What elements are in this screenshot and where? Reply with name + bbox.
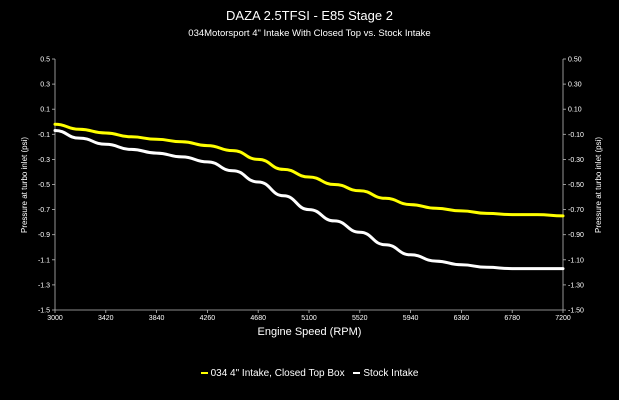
y-tick-label-right: -1.10	[568, 257, 584, 264]
x-tick-label: 3840	[149, 315, 165, 322]
y-tick-label-right: -0.30	[568, 157, 584, 164]
x-tick-label: 4680	[250, 315, 266, 322]
x-tick-label: 5100	[301, 315, 317, 322]
x-tick-label: 5520	[352, 315, 368, 322]
y-tick-label-right: 0.10	[568, 107, 582, 114]
x-tick-label: 3000	[47, 315, 63, 322]
y-tick-label-left: -0.5	[38, 182, 50, 189]
y-axis-left-label: Pressure at turbo inlet (psi)	[20, 137, 29, 233]
y-tick-label-right: -0.70	[568, 207, 584, 214]
y-tick-label-left: -1.3	[38, 282, 50, 289]
y-tick-label-left: 0.5	[40, 57, 50, 64]
y-tick-label-left: 0.1	[40, 107, 50, 114]
legend-label-stock-intake: Stock Intake	[363, 368, 419, 379]
y-tick-label-left: -0.7	[38, 207, 50, 214]
legend-swatch-stock-intake	[353, 372, 361, 375]
series-line-034-intake	[53, 122, 565, 218]
x-tick-label: 3420	[98, 315, 114, 322]
series-line-stock-intake	[53, 129, 565, 271]
y-tick-label-right: -0.50	[568, 182, 584, 189]
legend: 034 4" Intake, Closed Top Box Stock Inta…	[0, 368, 619, 379]
y-axis-right-label: Pressure at turbo inlet (psi)	[594, 137, 603, 233]
y-tick-label-right: 0.50	[568, 57, 582, 64]
y-tick-label-left: -0.9	[38, 232, 50, 239]
chart-title: DAZA 2.5TFSI - E85 Stage 2	[226, 8, 393, 23]
y-tick-label-left: -1.5	[38, 308, 50, 315]
x-axis-label: Engine Speed (RPM)	[257, 326, 362, 338]
y-tick-label-right: -0.10	[568, 132, 584, 139]
legend-label-034-intake: 034 4" Intake, Closed Top Box	[210, 368, 345, 379]
y-tick-label-right: -1.50	[568, 308, 584, 315]
x-tick-label: 6780	[504, 315, 520, 322]
x-tick-label: 7200	[555, 315, 571, 322]
y-tick-label-right: 0.30	[568, 82, 582, 89]
y-tick-label-right: -0.90	[568, 232, 584, 239]
y-tick-label-left: -0.1	[38, 132, 50, 139]
y-tick-label-right: -1.30	[568, 282, 584, 289]
x-tick-label: 6360	[454, 315, 470, 322]
x-tick-label: 5940	[403, 315, 419, 322]
y-tick-label-left: -0.3	[38, 157, 50, 164]
legend-swatch-034-intake	[200, 372, 208, 375]
legend-item-034-intake: 034 4" Intake, Closed Top Box	[200, 368, 348, 379]
legend-item-stock-intake: Stock Intake	[353, 368, 418, 379]
y-tick-label-left: 0.3	[40, 82, 50, 89]
chart-subtitle: 034Motorsport 4" Intake With Closed Top …	[188, 28, 431, 39]
x-tick-label: 4260	[200, 315, 216, 322]
y-tick-label-left: -1.1	[38, 257, 50, 264]
